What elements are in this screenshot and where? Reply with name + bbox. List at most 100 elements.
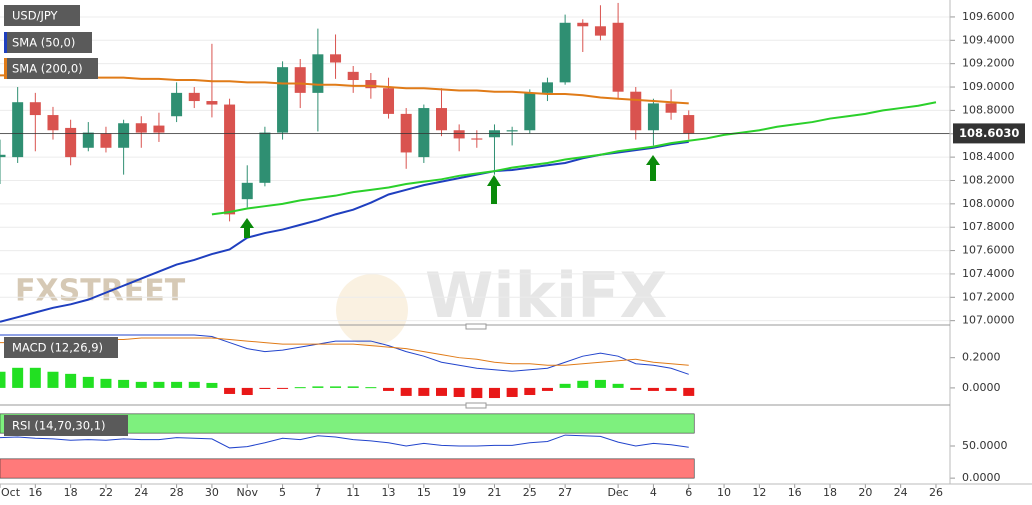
- legend-box[interactable]: [4, 58, 98, 79]
- x-tick-label: 11: [346, 486, 360, 499]
- legend-box[interactable]: [4, 32, 92, 53]
- watermark-fxstreet: FXSTREET: [15, 274, 186, 309]
- y-tick-label: 108.8000: [962, 103, 1015, 116]
- candle-body: [594, 26, 606, 36]
- rsi-zone: [0, 458, 695, 479]
- macd-histogram-bar: [559, 383, 571, 388]
- trendline: [211, 101, 937, 216]
- candle-body: [418, 108, 430, 158]
- macd-histogram-bar: [418, 387, 430, 396]
- macd-histogram-bar: [47, 371, 59, 388]
- y-tick-label: 0.0000: [962, 381, 1001, 394]
- macd-histogram-bar: [541, 387, 553, 391]
- sma-line: [0, 74, 689, 105]
- sub-panels: [0, 334, 695, 479]
- legend-symbol: USD/JPY: [12, 9, 59, 23]
- macd-histogram-bar: [259, 387, 271, 389]
- macd-histogram-bar: [277, 387, 289, 389]
- main-panel: [0, 2, 950, 323]
- last-price-tag: [953, 123, 1025, 144]
- x-tick-label: 10: [717, 486, 731, 499]
- macd-histogram-bar: [224, 387, 236, 394]
- x-tick-label: 20: [858, 486, 872, 499]
- y-tick-label: 50.0000: [962, 439, 1008, 452]
- x-tick-label: 7: [314, 486, 321, 499]
- macd-histogram-bar: [188, 381, 200, 388]
- candle-body: [630, 91, 642, 131]
- x-tick-label: 5: [279, 486, 286, 499]
- macd-histogram-bar: [594, 379, 606, 388]
- x-tick-label: Nov: [237, 486, 259, 499]
- candle-body: [453, 130, 465, 139]
- last-price-label: 108.6030: [959, 126, 1019, 140]
- candle-body: [153, 125, 165, 133]
- panel-handle[interactable]: [465, 402, 487, 409]
- candle-body: [171, 92, 183, 117]
- macd-histogram-bar: [0, 371, 6, 388]
- x-tick-label: 16: [788, 486, 802, 499]
- y-tick-label: 107.2000: [962, 290, 1015, 303]
- y-tick-label: 107.4000: [962, 267, 1015, 280]
- macd-histogram-bar: [118, 379, 130, 388]
- y-tick-label: 109.6000: [962, 10, 1015, 23]
- x-tick-label: 4: [650, 486, 657, 499]
- macd-histogram-bar: [436, 387, 447, 396]
- legend-sma50: SMA (50,0): [12, 36, 75, 50]
- y-tick-label: 109.2000: [962, 57, 1015, 70]
- candle-body: [312, 54, 324, 93]
- y-tick-label: 108.2000: [962, 173, 1015, 186]
- macd-histogram-bar: [241, 387, 253, 396]
- rsi-zone: [0, 413, 695, 434]
- x-tick-label: 27: [558, 486, 572, 499]
- candle-body: [577, 22, 589, 27]
- macd-histogram-bar: [100, 378, 112, 388]
- candle-body: [506, 130, 518, 132]
- x-tick-label: 22: [99, 486, 113, 499]
- candle-body: [683, 115, 695, 134]
- legend-box[interactable]: [4, 415, 128, 436]
- y-tick-label: 0.2000: [962, 351, 1001, 364]
- candle-body: [612, 22, 624, 92]
- legend-box[interactable]: [4, 5, 80, 26]
- macd-line: [0, 334, 689, 375]
- candle-body: [29, 102, 41, 116]
- candle-body: [100, 133, 112, 148]
- macd-histogram-bar: [206, 382, 218, 388]
- macd-histogram-bar: [471, 387, 483, 399]
- legend-macd: MACD (12,26,9): [12, 341, 103, 355]
- x-tick-label: 12: [752, 486, 766, 499]
- candle-body: [294, 67, 306, 93]
- x-tick-label: Dec: [607, 486, 628, 499]
- x-tick-label: 28: [170, 486, 184, 499]
- arrow: [487, 175, 501, 204]
- macd-histogram-bar: [12, 367, 24, 388]
- y-tick-label: 109.4000: [962, 33, 1015, 46]
- candle-body: [0, 154, 6, 158]
- macd-histogram-bar: [647, 387, 659, 391]
- y-tick-label: 108.4000: [962, 150, 1015, 163]
- x-tick-label: 18: [823, 486, 837, 499]
- candle-body: [665, 103, 677, 113]
- candle-body: [135, 123, 147, 133]
- candle-body: [330, 54, 342, 63]
- x-tick-label: 6: [685, 486, 692, 499]
- y-tick-label: 107.0000: [962, 314, 1015, 327]
- panel-handle[interactable]: [465, 323, 487, 330]
- macd-histogram-bar: [65, 373, 77, 388]
- candle-body: [118, 123, 130, 148]
- legend: USD/JPY SMA (50,0) SMA (200,0) MACD (12,…: [4, 5, 128, 436]
- candle-body: [541, 82, 553, 93]
- macd-histogram-bar: [506, 387, 518, 397]
- macd-histogram-bar: [365, 387, 377, 389]
- candle-body: [206, 101, 218, 105]
- macd-histogram-bar: [29, 367, 41, 388]
- watermark-group: FXSTREET WikiFX: [15, 259, 667, 346]
- macd-histogram-bar: [294, 387, 306, 389]
- x-tick-label: 18: [64, 486, 78, 499]
- candle-body: [647, 103, 659, 131]
- macd-histogram-bar: [383, 387, 395, 391]
- legend-box[interactable]: [4, 337, 118, 358]
- y-tick-label: 107.6000: [962, 244, 1015, 257]
- x-tick-label: 15: [417, 486, 431, 499]
